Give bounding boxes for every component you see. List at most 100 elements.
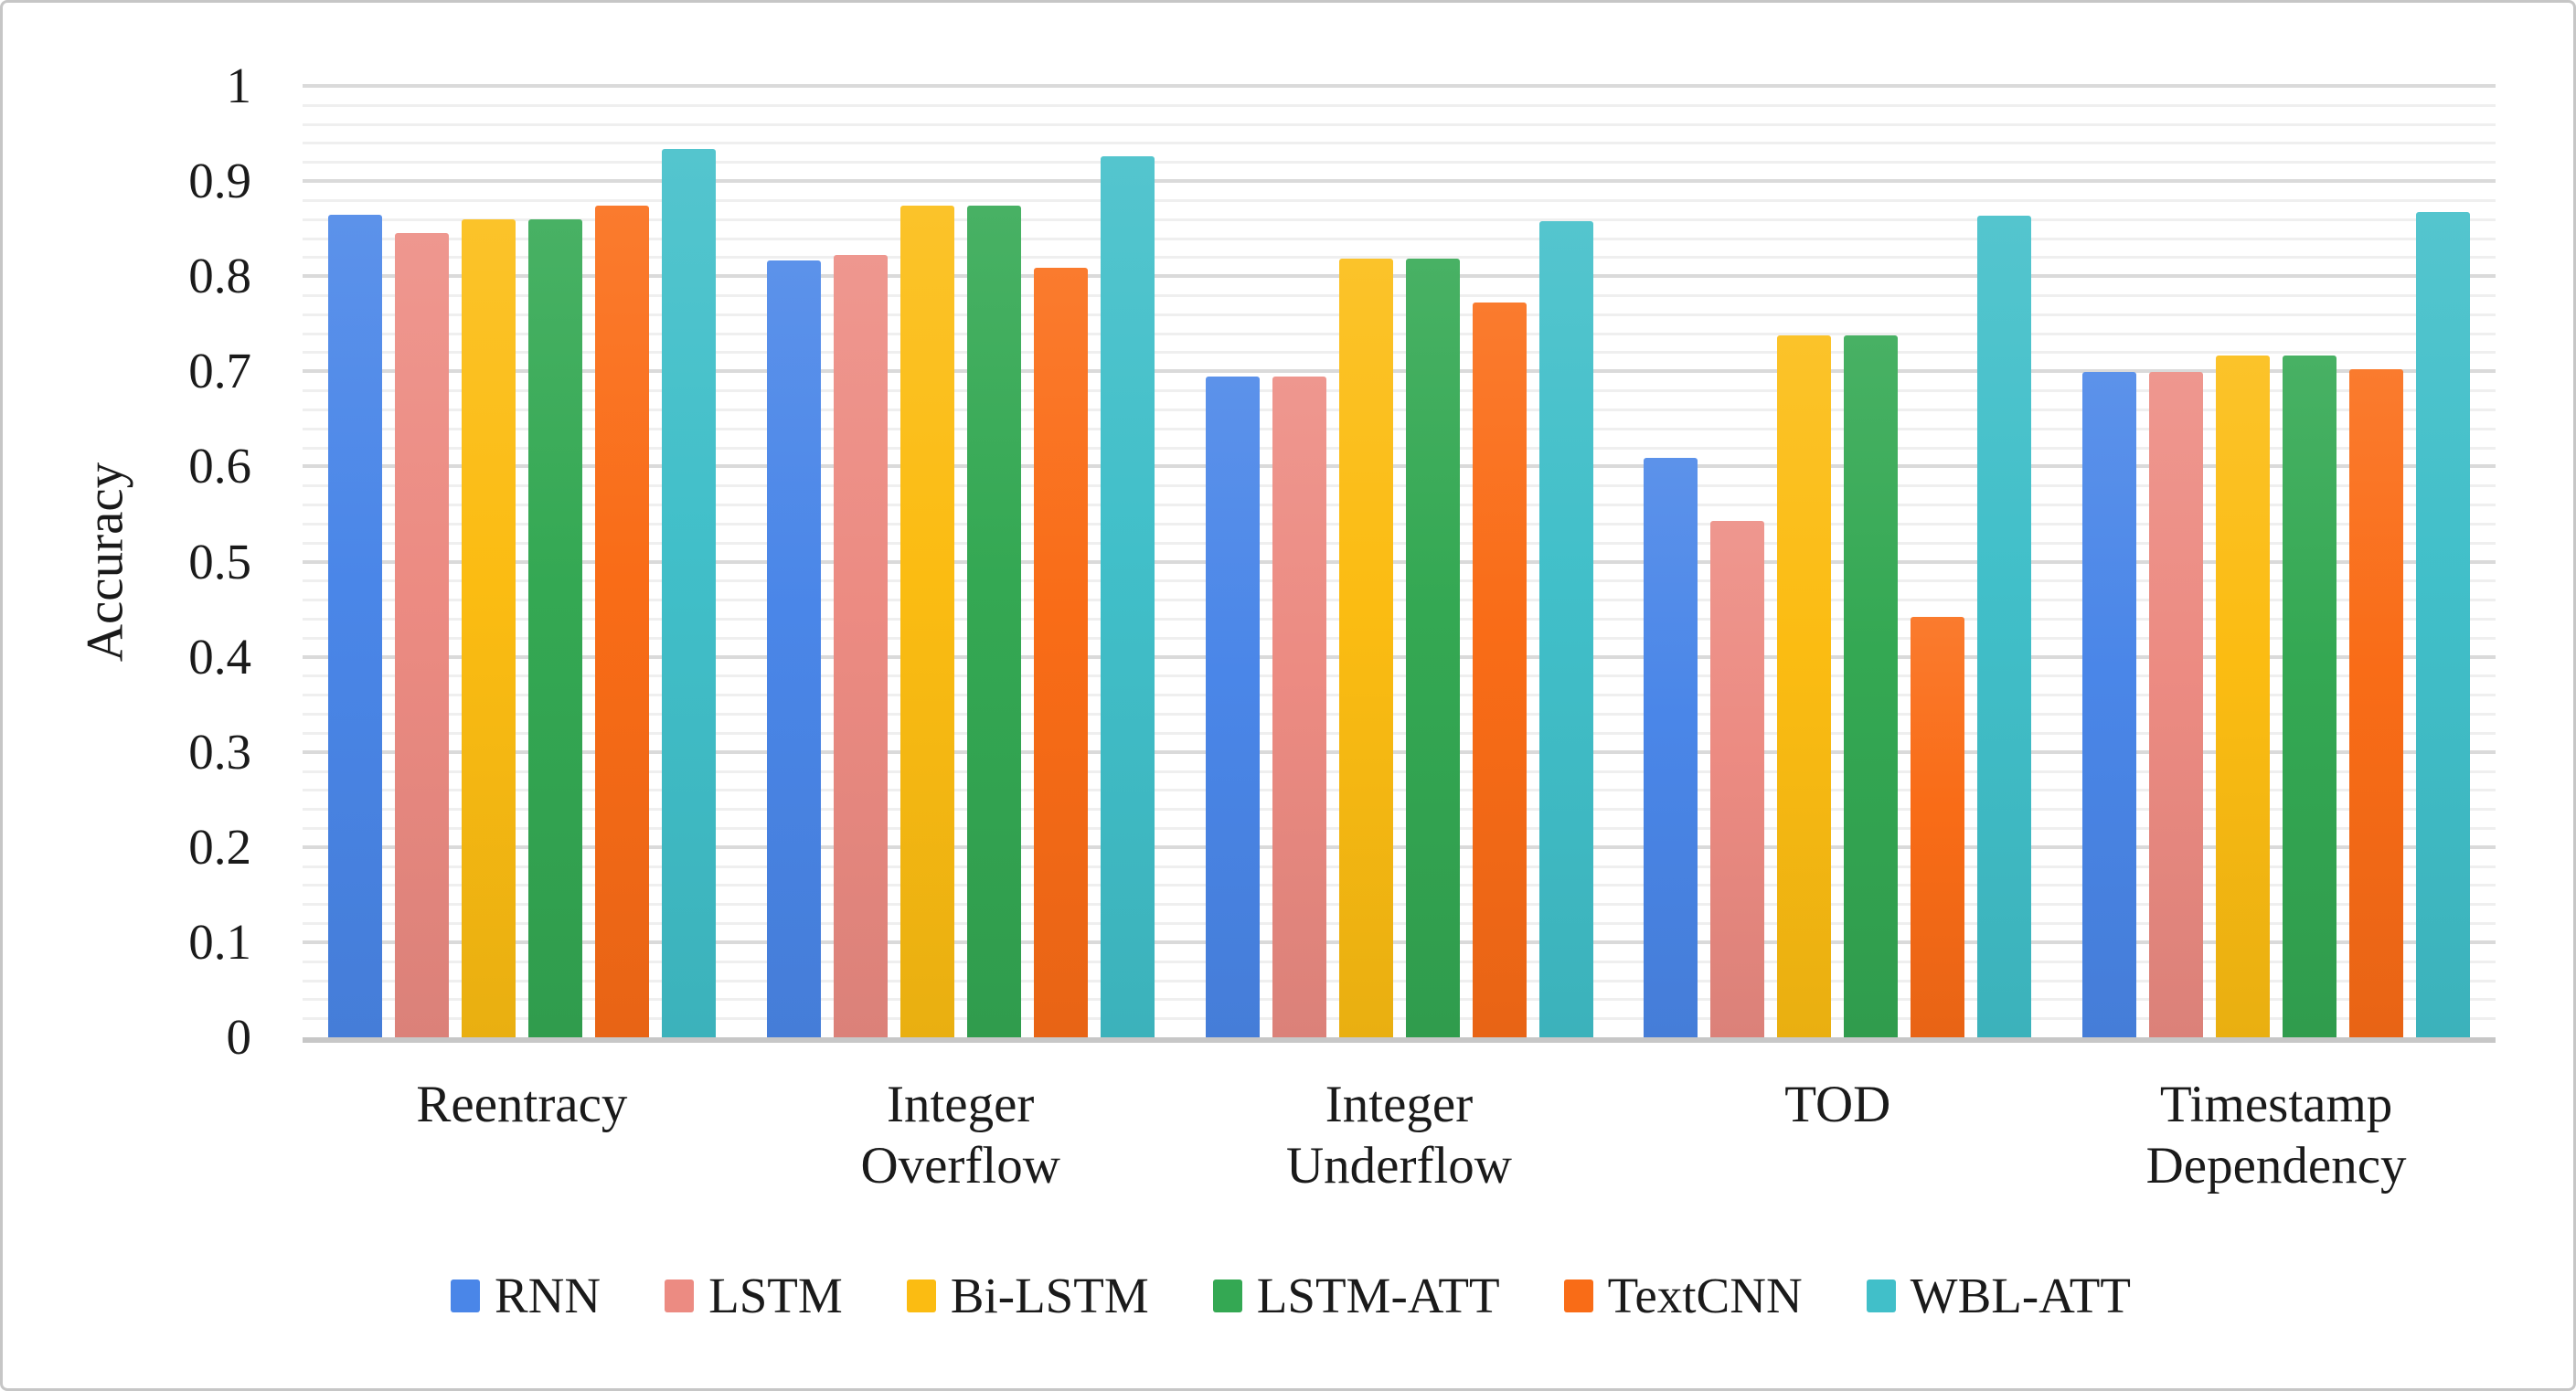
gridline-minor <box>303 826 2496 830</box>
y-tick-label-0.4: 0.4 <box>188 628 251 685</box>
gridline-major <box>303 559 2496 564</box>
gridline-minor <box>303 903 2496 907</box>
gridline-minor <box>303 599 2496 602</box>
gridline-minor <box>303 865 2496 868</box>
y-tick-label-0.6: 0.6 <box>188 438 251 494</box>
legend-item-lstm-att: LSTM-ATT <box>1212 1267 1500 1324</box>
gridline-minor <box>303 979 2496 982</box>
x-category-label-integer-underflow: Integer Underflow <box>1180 1074 1619 1196</box>
x-category-label-timestamp-dependency: Timestamp Dependency <box>2057 1074 2496 1196</box>
gridline-minor <box>303 484 2496 488</box>
gridline-major <box>303 179 2496 184</box>
gridline-major <box>303 369 2496 374</box>
plot-area <box>303 84 2496 1043</box>
gridline-minor <box>303 789 2496 792</box>
gridline-minor <box>303 522 2496 526</box>
legend: RNN LSTM Bi-LSTM LSTM-ATT TextCNN WBL-ATT <box>3 1267 2576 1324</box>
gridline-minor <box>303 636 2496 640</box>
legend-label-lstm: LSTM <box>708 1268 843 1323</box>
legend-swatch-bi-lstm <box>906 1279 936 1312</box>
gridline-minor <box>303 504 2496 507</box>
bar-bi-lstm-reentracy <box>461 218 516 1037</box>
gridline-major <box>303 464 2496 469</box>
legend-swatch-wbl-att <box>1866 1279 1896 1312</box>
gridline-minor <box>303 161 2496 165</box>
bar-textcnn-reentracy <box>594 206 649 1037</box>
x-category-label-line: Dependency <box>2145 1137 2407 1195</box>
bar-lstm-reentracy <box>394 233 449 1037</box>
y-tick-label-0.3: 0.3 <box>188 723 251 780</box>
gridline-minor <box>303 541 2496 545</box>
y-tick-label-0.9: 0.9 <box>188 153 251 209</box>
x-category-label-line: TOD <box>1784 1076 1891 1133</box>
gridline-major <box>303 940 2496 944</box>
gridline-minor <box>303 313 2496 316</box>
bar-wbl-att-tod <box>1977 215 2032 1037</box>
gridline-minor <box>303 408 2496 411</box>
bar-rnn-integer-underflow <box>1205 376 1260 1037</box>
x-category-label-line: Timestamp <box>2159 1076 2393 1133</box>
x-category-label-line: Reentracy <box>416 1076 628 1133</box>
x-category-label-reentracy: Reentracy <box>303 1074 741 1135</box>
x-category-label-tod: TOD <box>1618 1074 2057 1135</box>
gridline-minor <box>303 674 2496 678</box>
legend-label-wbl-att: WBL-ATT <box>1910 1268 2131 1323</box>
bar-lstm-att-timestamp-dependency <box>2283 355 2337 1037</box>
gridline-minor <box>303 446 2496 450</box>
gridline-major <box>303 844 2496 849</box>
bar-textcnn-integer-overflow <box>1033 267 1088 1037</box>
y-tick-label-0.2: 0.2 <box>188 818 251 875</box>
y-tick-label-1: 1 <box>226 58 252 113</box>
bar-rnn-integer-overflow <box>766 260 821 1037</box>
legend-item-textcnn: TextCNN <box>1563 1267 1803 1324</box>
y-tick-label-0.1: 0.1 <box>188 913 251 970</box>
gridline-minor <box>303 922 2496 926</box>
x-axis-baseline <box>303 1037 2496 1043</box>
bar-wbl-att-timestamp-dependency <box>2416 212 2471 1037</box>
bar-bi-lstm-tod <box>1777 334 1832 1037</box>
bar-textcnn-tod <box>1911 616 1965 1037</box>
gridline-minor <box>303 770 2496 773</box>
gridline-minor <box>303 694 2496 697</box>
gridline-minor <box>303 351 2496 355</box>
gridline-minor <box>303 713 2496 717</box>
gridline-major <box>303 84 2496 88</box>
legend-label-textcnn: TextCNN <box>1607 1268 1803 1323</box>
legend-label-bi-lstm: Bi-LSTM <box>950 1268 1149 1323</box>
bar-rnn-timestamp-dependency <box>2082 372 2137 1037</box>
legend-swatch-rnn <box>450 1279 480 1312</box>
y-tick-label-0.8: 0.8 <box>188 248 251 304</box>
bar-lstm-att-integer-overflow <box>966 206 1021 1037</box>
gridline-minor <box>303 237 2496 240</box>
bar-bi-lstm-integer-overflow <box>899 206 954 1037</box>
bar-lstm-integer-overflow <box>833 255 888 1037</box>
gridline-minor <box>303 256 2496 260</box>
gridline-minor <box>303 884 2496 887</box>
gridline-minor <box>303 294 2496 298</box>
gridline-minor <box>303 731 2496 735</box>
bar-lstm-tod <box>1710 520 1765 1037</box>
gridline-minor <box>303 998 2496 1002</box>
bar-lstm-att-reentracy <box>527 218 582 1037</box>
legend-swatch-lstm <box>665 1279 695 1312</box>
y-tick-label-0.7: 0.7 <box>188 343 251 399</box>
legend-label-rnn: RNN <box>494 1268 601 1323</box>
legend-item-wbl-att: WBL-ATT <box>1866 1267 2131 1324</box>
legend-swatch-textcnn <box>1563 1279 1593 1312</box>
gridline-minor <box>303 427 2496 430</box>
x-category-label-line: Integer <box>1325 1076 1474 1133</box>
gridline-minor <box>303 198 2496 202</box>
y-tick-label-0.5: 0.5 <box>188 533 251 589</box>
gridline-minor <box>303 1017 2496 1021</box>
bar-lstm-timestamp-dependency <box>2149 372 2204 1037</box>
bar-bi-lstm-integer-underflow <box>1338 259 1393 1037</box>
gridline-minor <box>303 122 2496 126</box>
gridline-minor <box>303 960 2496 963</box>
bar-lstm-att-integer-underflow <box>1405 259 1460 1037</box>
y-tick-label-0: 0 <box>226 1009 252 1065</box>
gridline-minor <box>303 142 2496 145</box>
bar-rnn-tod <box>1644 458 1698 1037</box>
gridline-minor <box>303 389 2496 393</box>
x-category-label-line: Integer <box>886 1076 1035 1133</box>
